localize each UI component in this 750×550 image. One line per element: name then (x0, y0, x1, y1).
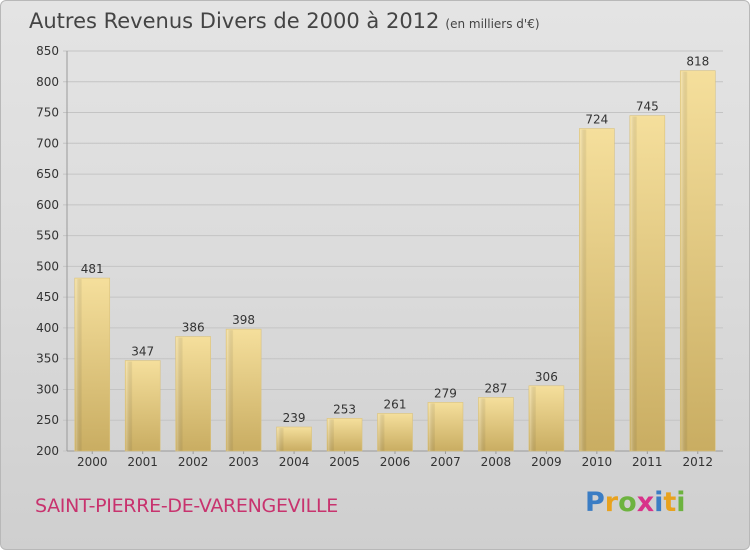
y-tick-label: 700 (36, 136, 59, 150)
chart-title: Autres Revenus Divers de 2000 à 2012 (en … (29, 9, 540, 33)
bar-highlight (277, 428, 284, 451)
bar-highlight (428, 403, 435, 451)
chart-unit: (en milliers d'€) (445, 17, 540, 31)
data-label: 287 (484, 381, 507, 395)
commune-name: SAINT-PIERRE-DE-VARENGEVILLE (35, 495, 338, 517)
bar-highlight (378, 414, 385, 451)
data-label: 398 (232, 313, 255, 327)
label-layer: 200 250 300 350 400 450 500 550 600 650 700 750 800 8… (36, 44, 713, 469)
data-label: 279 (434, 386, 457, 400)
x-tick-label: 2008 (481, 455, 512, 469)
data-label: 386 (182, 321, 205, 335)
y-tick-label: 250 (36, 413, 59, 427)
logo-letter: P (585, 487, 605, 518)
bar-chart: 200 250 300 350 400 450 500 550 600 650 700 750 800 8… (36, 44, 723, 469)
y-tick-label: 750 (36, 106, 59, 120)
data-label: 818 (686, 55, 709, 69)
x-tick-label: 2003 (228, 455, 259, 469)
logo-letter: i (654, 487, 664, 518)
bar-highlight (580, 129, 587, 452)
y-tick-label: 450 (36, 290, 59, 304)
y-tick-label: 400 (36, 321, 59, 335)
logo-letter: o (618, 487, 637, 518)
y-tick-label: 300 (36, 382, 59, 396)
proxiti-logo: Proxiti (585, 487, 686, 518)
bar-highlight (126, 361, 133, 451)
bar-highlight (630, 116, 637, 451)
logo-letter: i (676, 487, 686, 518)
x-tick-label: 2005 (329, 455, 360, 469)
y-tick-label: 800 (36, 75, 59, 89)
data-label: 261 (384, 397, 407, 411)
x-tick-label: 2009 (531, 455, 562, 469)
x-tick-label: 2012 (682, 455, 713, 469)
bar-highlight (328, 419, 335, 451)
y-tick-label: 350 (36, 352, 59, 366)
chart-title-text: Autres Revenus Divers de 2000 à 2012 (29, 9, 440, 33)
data-label: 724 (585, 113, 608, 127)
bar-highlight (75, 279, 82, 451)
y-tick-label: 650 (36, 167, 59, 181)
x-tick-label: 2001 (127, 455, 158, 469)
data-label: 239 (283, 411, 306, 425)
data-label: 347 (131, 345, 154, 359)
data-label: 253 (333, 402, 356, 416)
grid-layer (63, 50, 723, 454)
x-tick-label: 2002 (178, 455, 209, 469)
x-tick-label: 2007 (430, 455, 461, 469)
x-tick-label: 2011 (632, 455, 663, 469)
x-tick-label: 2004 (279, 455, 310, 469)
data-label: 306 (535, 370, 558, 384)
y-tick-label: 550 (36, 229, 59, 243)
x-tick-label: 2006 (380, 455, 411, 469)
logo-letter: r (604, 487, 619, 518)
data-label: 745 (636, 100, 659, 114)
data-label: 481 (81, 262, 104, 276)
bar-highlight (227, 330, 234, 451)
logo-letter: x (636, 487, 655, 518)
x-tick-label: 2010 (582, 455, 613, 469)
y-tick-label: 500 (36, 259, 59, 273)
y-tick-label: 200 (36, 444, 59, 458)
logo-letter: t (663, 487, 677, 518)
bar-highlight (176, 337, 183, 451)
x-tick-label: 2000 (77, 455, 108, 469)
bar-highlight (681, 71, 688, 451)
bar-layer (74, 70, 716, 452)
bar-highlight (479, 398, 486, 451)
bar-highlight (529, 386, 536, 451)
y-tick-label: 600 (36, 198, 59, 212)
y-tick-label: 850 (36, 44, 59, 58)
